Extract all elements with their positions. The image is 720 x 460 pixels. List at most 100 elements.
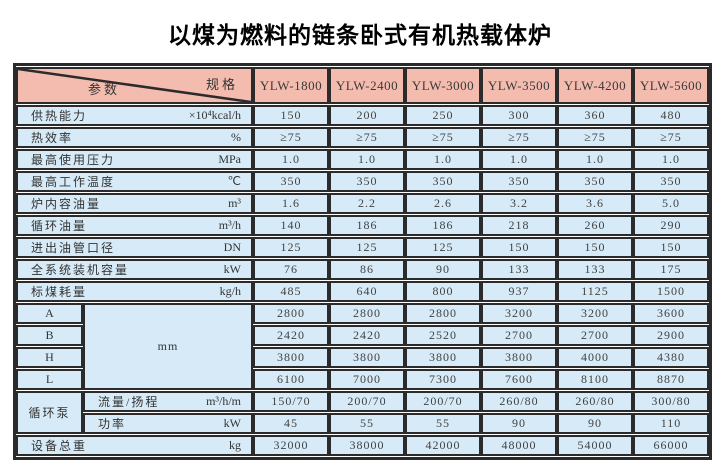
model-column-header: YLW-3000 bbox=[405, 67, 481, 104]
row-label-cell: 炉内容油量 m³ bbox=[16, 193, 253, 214]
table-row: 标煤耗量 kg/h 485 640 800 937 1125 1500 bbox=[16, 281, 709, 302]
value-cell: 2520 bbox=[405, 325, 481, 346]
value-cell: 218 bbox=[481, 215, 557, 236]
row-label: 供热能力 bbox=[31, 109, 88, 123]
value-cell: 800 bbox=[405, 281, 481, 302]
value-cell: 55 bbox=[329, 413, 405, 434]
pump-group-cell: 循环泵 bbox=[16, 391, 83, 434]
row-unit: kg bbox=[229, 438, 241, 452]
value-cell: 200 bbox=[329, 105, 405, 126]
value-cell: 2420 bbox=[253, 325, 329, 346]
value-cell: 140 bbox=[253, 215, 329, 236]
value-cell: 2800 bbox=[253, 303, 329, 324]
value-cell: 125 bbox=[329, 237, 405, 258]
value-cell: 937 bbox=[481, 281, 557, 302]
row-label-cell: 热效率% bbox=[16, 127, 253, 148]
value-cell: ≥75 bbox=[329, 127, 405, 148]
value-cell: 175 bbox=[633, 259, 709, 280]
value-cell: 4000 bbox=[557, 347, 633, 368]
value-cell: 7600 bbox=[481, 369, 557, 390]
corner-param-label: 参数 bbox=[88, 82, 121, 97]
value-cell: 48000 bbox=[481, 435, 557, 456]
value-cell: 6100 bbox=[253, 369, 329, 390]
row-label: 最高工作温度 bbox=[31, 175, 116, 189]
value-cell: 55 bbox=[405, 413, 481, 434]
row-label: 标煤耗量 bbox=[31, 285, 88, 299]
table-row: 供热能力 ×10⁴kcal/h 150 200 250 300 360 480 bbox=[16, 105, 709, 126]
value-cell: 300 bbox=[481, 105, 557, 126]
value-cell: 186 bbox=[405, 215, 481, 236]
value-cell: ≥75 bbox=[557, 127, 633, 148]
row-unit: % bbox=[231, 130, 241, 144]
model-column-header: YLW-1800 bbox=[253, 67, 329, 104]
value-cell: 54000 bbox=[557, 435, 633, 456]
value-cell: 3200 bbox=[557, 303, 633, 324]
value-cell: 90 bbox=[557, 413, 633, 434]
row-unit: kg/h bbox=[219, 284, 241, 298]
row-unit: ℃ bbox=[227, 174, 241, 188]
value-cell: 3800 bbox=[405, 347, 481, 368]
value-cell: 2.6 bbox=[405, 193, 481, 214]
dimension-letter-cell: B bbox=[16, 325, 83, 346]
value-cell: 5.0 bbox=[633, 193, 709, 214]
table-row: 设备总重 kg 32000 38000 42000 48000 54000 66000 bbox=[16, 435, 709, 456]
value-cell: 350 bbox=[557, 171, 633, 192]
row-label-cell: 供热能力 ×10⁴kcal/h bbox=[16, 105, 253, 126]
model-column-header: YLW-2400 bbox=[329, 67, 405, 104]
value-cell: 125 bbox=[253, 237, 329, 258]
value-cell: 3600 bbox=[633, 303, 709, 324]
row-unit: kW bbox=[223, 416, 241, 430]
value-cell: 90 bbox=[481, 413, 557, 434]
row-label: 全系统装机容量 bbox=[31, 263, 130, 277]
value-cell: 3.2 bbox=[481, 193, 557, 214]
value-cell: 200/70 bbox=[405, 391, 481, 412]
row-unit: ×10⁴kcal/h bbox=[188, 108, 241, 122]
table-row: 最高使用压力 MPa 1.0 1.0 1.0 1.0 1.0 1.0 bbox=[16, 149, 709, 170]
value-cell: 350 bbox=[633, 171, 709, 192]
value-cell: 1500 bbox=[633, 281, 709, 302]
table-row: H 3800 3800 3800 3800 4000 4380 bbox=[16, 347, 709, 368]
row-label-cell: 最高使用压力 MPa bbox=[16, 149, 253, 170]
table-row: L 6100 7000 7300 7600 8100 8870 bbox=[16, 369, 709, 390]
value-cell: 1.6 bbox=[253, 193, 329, 214]
value-cell: 290 bbox=[633, 215, 709, 236]
header-row: 规格 参数 YLW-1800 YLW-2400 YLW-3000 YLW-350… bbox=[16, 67, 709, 104]
value-cell: 150/70 bbox=[253, 391, 329, 412]
row-label-cell: 循环油量 m³/h bbox=[16, 215, 253, 236]
row-unit: m³ bbox=[228, 196, 241, 210]
value-cell: 32000 bbox=[253, 435, 329, 456]
value-cell: 350 bbox=[405, 171, 481, 192]
model-column-header: YLW-3500 bbox=[481, 67, 557, 104]
value-cell: 38000 bbox=[329, 435, 405, 456]
value-cell: 2700 bbox=[557, 325, 633, 346]
value-cell: ≥75 bbox=[481, 127, 557, 148]
value-cell: 1.0 bbox=[633, 149, 709, 170]
value-cell: 485 bbox=[253, 281, 329, 302]
dimension-letter-cell: L bbox=[16, 369, 83, 390]
row-unit: DN bbox=[223, 240, 241, 254]
value-cell: 3800 bbox=[253, 347, 329, 368]
row-label-cell: 全系统装机容量 kW bbox=[16, 259, 253, 280]
value-cell: 3200 bbox=[481, 303, 557, 324]
value-cell: 2800 bbox=[329, 303, 405, 324]
corner-spec-label: 规格 bbox=[205, 77, 238, 92]
value-cell: 7000 bbox=[329, 369, 405, 390]
table-row: 进出油管口径 DN 125 125 125 150 150 150 bbox=[16, 237, 709, 258]
value-cell: 1125 bbox=[557, 281, 633, 302]
value-cell: 2.2 bbox=[329, 193, 405, 214]
row-label-cell: 标煤耗量 kg/h bbox=[16, 281, 253, 302]
value-cell: 4380 bbox=[633, 347, 709, 368]
dimension-unit-cell: mm bbox=[83, 303, 253, 390]
value-cell: 1.0 bbox=[405, 149, 481, 170]
spec-table: 规格 参数 YLW-1800 YLW-2400 YLW-3000 YLW-350… bbox=[13, 63, 712, 460]
value-cell: 3800 bbox=[481, 347, 557, 368]
page-title: 以煤为燃料的链条卧式有机热载体炉 bbox=[168, 22, 552, 48]
table-row: 循环泵 流量/扬程 m³/h/m 150/70 200/70 200/70 260/80 26… bbox=[16, 391, 709, 434]
row-label-cell: 功率 kW bbox=[83, 413, 253, 434]
value-cell: 150 bbox=[481, 237, 557, 258]
value-cell: 3800 bbox=[329, 347, 405, 368]
value-cell: 8100 bbox=[557, 369, 633, 390]
row-label: 炉内容油量 bbox=[31, 197, 102, 211]
value-cell: 640 bbox=[329, 281, 405, 302]
